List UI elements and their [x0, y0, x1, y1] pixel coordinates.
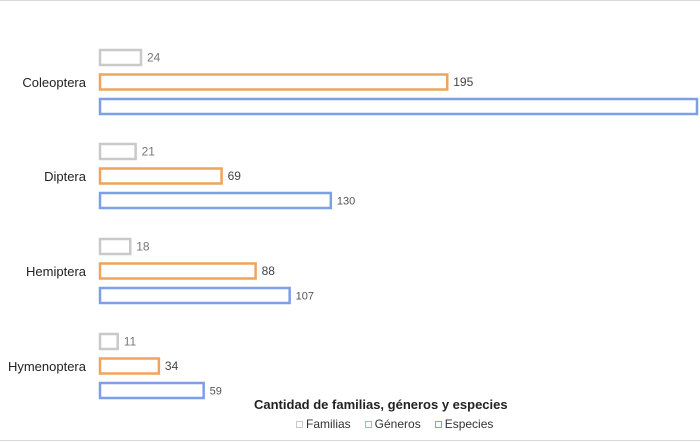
bar-generos-hymenoptera	[98, 357, 161, 375]
bar-generos-coleoptera	[98, 73, 449, 91]
legend-swatch-icon	[364, 420, 372, 428]
chart-title: Cantidad de familias, géneros y especies	[254, 397, 508, 412]
data-label: 107	[296, 291, 314, 303]
bar-generos-hemiptera	[98, 262, 257, 280]
chart-legend: Familias Géneros Especies	[296, 417, 493, 431]
data-label: 59	[210, 386, 222, 398]
data-label: 21	[142, 145, 156, 159]
data-label: 11	[124, 335, 137, 349]
legend-item-especies[interactable]: Especies	[434, 417, 494, 431]
legend-item-familias[interactable]: Familias	[296, 417, 351, 431]
legend-swatch-icon	[296, 420, 303, 428]
bar-especies-hemiptera	[98, 286, 291, 305]
category-label: Hymenoptera	[8, 359, 87, 374]
data-label: 88	[262, 264, 276, 278]
data-label: 130	[337, 196, 355, 208]
data-label: 34	[165, 359, 179, 373]
data-label: 195	[453, 75, 473, 89]
legend-swatch-icon	[434, 420, 442, 428]
bar-familias-hymenoptera	[98, 332, 119, 351]
data-label: 69	[228, 169, 242, 183]
data-label: 24	[147, 51, 161, 65]
bar-familias-diptera	[98, 142, 137, 161]
bar-especies-coleoptera	[98, 97, 699, 116]
legend-item-generos[interactable]: Géneros	[364, 417, 421, 431]
bar-especies-hymenoptera	[98, 381, 205, 400]
bar-familias-coleoptera	[98, 48, 143, 67]
category-label: Hemiptera	[26, 264, 87, 279]
bar-especies-diptera	[98, 191, 333, 210]
data-label: 18	[136, 240, 150, 254]
legend-label: Especies	[444, 417, 494, 431]
category-label: Coleoptera	[22, 75, 86, 90]
legend-label: Familias	[306, 417, 351, 431]
category-label: Diptera	[44, 169, 87, 184]
bar-generos-diptera	[98, 167, 223, 185]
bar-familias-hemiptera	[98, 237, 132, 256]
legend-label: Géneros	[374, 417, 421, 431]
